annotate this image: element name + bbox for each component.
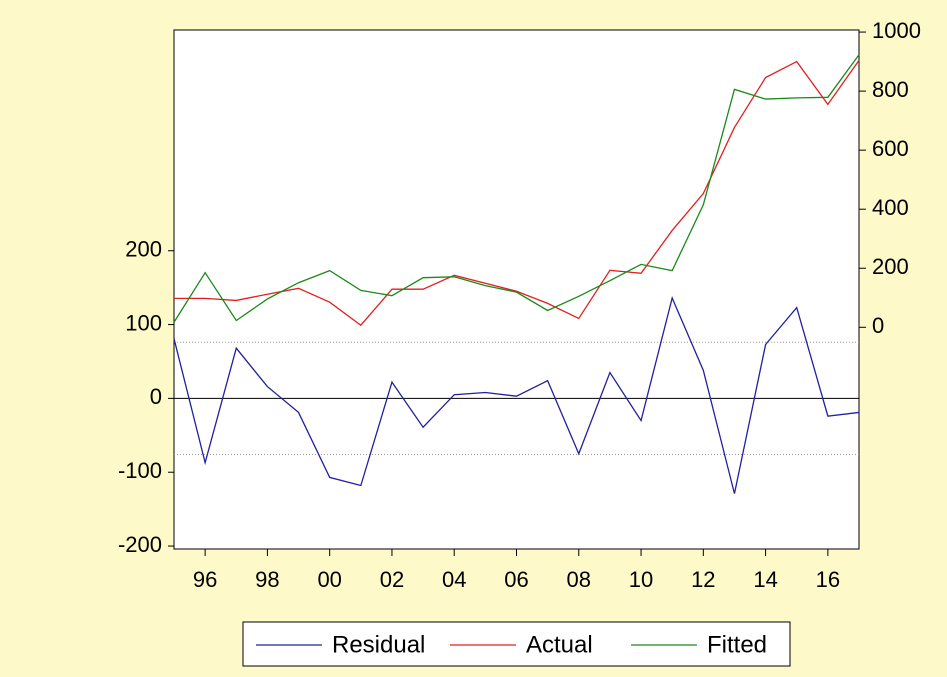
plot-area <box>173 29 860 550</box>
legend-label: Actual <box>526 631 593 658</box>
x-tick-label: 00 <box>317 567 341 592</box>
x-tick-label: 14 <box>753 567 777 592</box>
x-tick-label: 12 <box>691 567 715 592</box>
x-tick-label: 16 <box>816 567 840 592</box>
series-line <box>173 54 860 323</box>
y-tick-label: 0 <box>150 384 162 409</box>
y2-tick-label: 400 <box>872 195 909 220</box>
y2-tick-label: 0 <box>872 313 884 338</box>
x-tick-label: 96 <box>193 567 217 592</box>
y-tick-label: 200 <box>125 237 162 262</box>
x-tick-label: 02 <box>380 567 404 592</box>
legend-label: Residual <box>332 631 425 658</box>
legend-label: Fitted <box>707 631 767 658</box>
x-tick-label: 04 <box>442 567 466 592</box>
x-tick-label: 10 <box>629 567 653 592</box>
y-tick-label: -100 <box>118 458 162 483</box>
y2-tick-label: 1000 <box>872 18 921 43</box>
series-line <box>174 60 860 327</box>
x-tick-label: 06 <box>504 567 528 592</box>
series-line <box>173 295 860 494</box>
y2-tick-label: 200 <box>872 254 909 279</box>
legend-box <box>242 621 791 667</box>
x-tick-label: 08 <box>567 567 591 592</box>
y-tick-label: 100 <box>125 310 162 335</box>
legend: Residual Actual Fitted <box>242 621 791 667</box>
x-tick-label: 98 <box>255 567 279 592</box>
y2-tick-label: 600 <box>872 136 909 161</box>
y-tick-label: -200 <box>118 532 162 557</box>
y2-tick-label: 800 <box>872 77 909 102</box>
